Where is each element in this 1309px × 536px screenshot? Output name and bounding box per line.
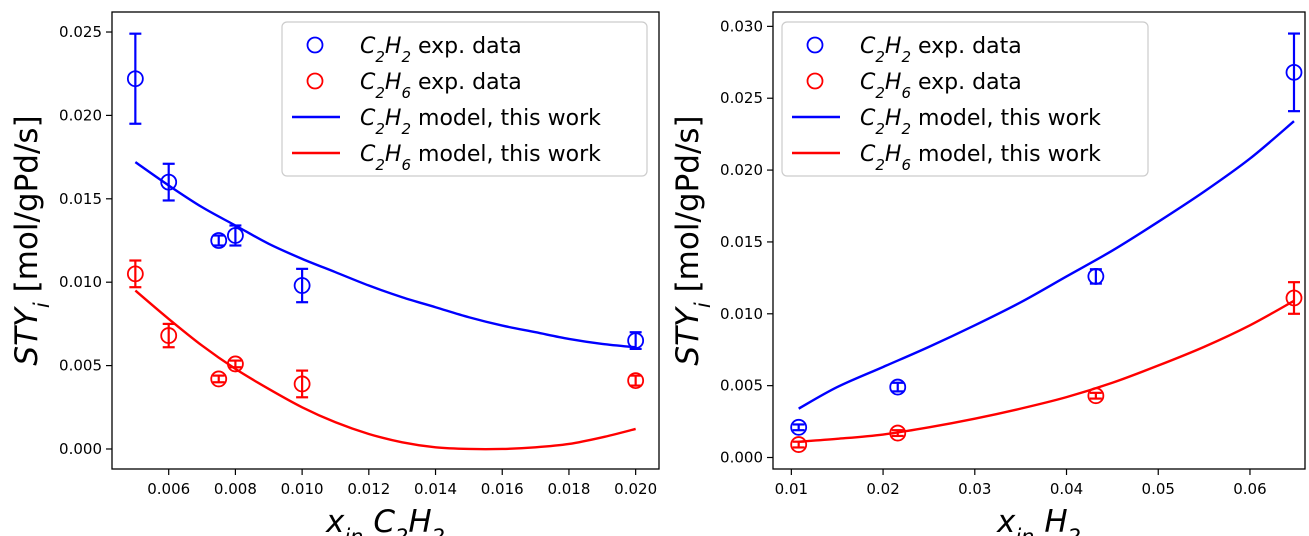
y-tick-label: 0.020 — [720, 161, 763, 179]
y-tick-label: 0.020 — [59, 106, 102, 124]
legend-label-c2h2: C2H2 model, this work — [360, 106, 601, 138]
y-axis-label: STYi [mol/gPd/s] — [670, 115, 715, 365]
y-tick-label: 0.030 — [720, 17, 763, 35]
y-tick-label: 0.010 — [59, 273, 102, 291]
legend-label-c2h6: C2H6 model, this work — [860, 142, 1101, 174]
data-point-c2h2 — [1285, 63, 1303, 81]
model-line-c2h6 — [798, 299, 1295, 443]
legend-label-c2h6: C2H6 exp. data — [360, 70, 522, 102]
data-point-c2h6 — [627, 372, 645, 390]
x-tick-label: 0.012 — [347, 480, 390, 498]
model-line-c2h2 — [134, 161, 636, 349]
plot-frame — [772, 11, 1306, 470]
y-tick-label: 0.025 — [720, 89, 763, 107]
y-tick-label: 0.005 — [720, 377, 763, 395]
x-tick-label: 0.01 — [775, 480, 808, 498]
legend-marker-c2h6 — [806, 72, 824, 90]
legend-box — [781, 21, 1149, 177]
x-tick-label: 0.04 — [1050, 480, 1083, 498]
y-axis-label: STYi [mol/gPd/s] — [9, 115, 54, 365]
data-point-c2h2 — [126, 70, 144, 88]
x-tick-label: 0.02 — [866, 480, 899, 498]
y-tick-label: 0.000 — [59, 440, 102, 458]
x-axis-label: xin H2 — [996, 504, 1081, 536]
legend-label-c2h2: C2H2 exp. data — [860, 34, 1022, 66]
data-point-c2h6 — [160, 327, 178, 344]
legend-marker-c2h2 — [306, 36, 324, 54]
legend-marker-c2h2 — [806, 36, 824, 54]
legend: C2H2 exp. data C2H6 exp. data C2H2 model, … — [781, 21, 1149, 177]
y-tick-label: 0.025 — [59, 23, 102, 41]
data-point-c2h2 — [889, 378, 907, 396]
data-point-c2h6 — [293, 375, 311, 393]
y-tick-label: 0.005 — [59, 357, 102, 375]
data-point-c2h2 — [293, 277, 311, 294]
y-tick-label: 0.010 — [720, 305, 763, 323]
model-line-c2h2 — [798, 120, 1295, 410]
legend-box — [281, 21, 648, 177]
x-tick-label: 0.06 — [1233, 480, 1266, 498]
x-tick-label: 0.020 — [614, 480, 657, 498]
x-tick-label: 0.014 — [414, 480, 457, 498]
data-point-c2h2 — [227, 227, 244, 244]
data-point-c2h6 — [1285, 289, 1303, 307]
data-point-c2h6 — [790, 436, 808, 453]
legend-label-c2h2: C2H2 model, this work — [860, 106, 1101, 138]
plot-frame — [111, 11, 660, 470]
chart-panel-2: 0.01 0.02 0.03 0.04 0.05 0.06 0.000 0.005 0.010 0… — [670, 11, 1306, 536]
y-tick-label: 0.000 — [720, 449, 763, 467]
data-point-c2h6 — [126, 265, 144, 283]
legend: C2H2 exp. data C2H6 exp. data C2H2 model, … — [281, 21, 648, 177]
data-point-c2h2 — [210, 232, 228, 249]
x-tick-label: 0.016 — [481, 480, 524, 498]
y-tick-label: 0.015 — [720, 233, 763, 251]
x-tick-label: 0.05 — [1142, 480, 1175, 498]
x-tick-label: 0.010 — [281, 480, 324, 498]
legend-label-c2h6: C2H6 model, this work — [360, 142, 601, 174]
data-point-c2h6 — [210, 370, 228, 388]
data-point-c2h2 — [160, 173, 178, 191]
x-tick-label: 0.03 — [958, 480, 991, 498]
legend-marker-c2h6 — [306, 72, 324, 90]
legend-label-c2h2: C2H2 exp. data — [360, 34, 522, 66]
legend-label-c2h6: C2H6 exp. data — [860, 70, 1022, 102]
x-axis-label: xin C2H2 — [325, 504, 445, 536]
y-tick-label: 0.015 — [59, 190, 102, 208]
x-tick-label: 0.008 — [214, 480, 257, 498]
data-point-c2h2 — [627, 332, 645, 349]
data-point-c2h2 — [1087, 268, 1105, 285]
model-line-c2h6 — [134, 289, 636, 451]
data-point-c2h2 — [790, 418, 808, 436]
chart-panel-1: 0.006 0.008 0.010 0.012 0.014 0.016 0.018 0.020… — [9, 11, 660, 536]
x-tick-label: 0.006 — [147, 480, 190, 498]
x-tick-label: 0.018 — [547, 480, 590, 498]
